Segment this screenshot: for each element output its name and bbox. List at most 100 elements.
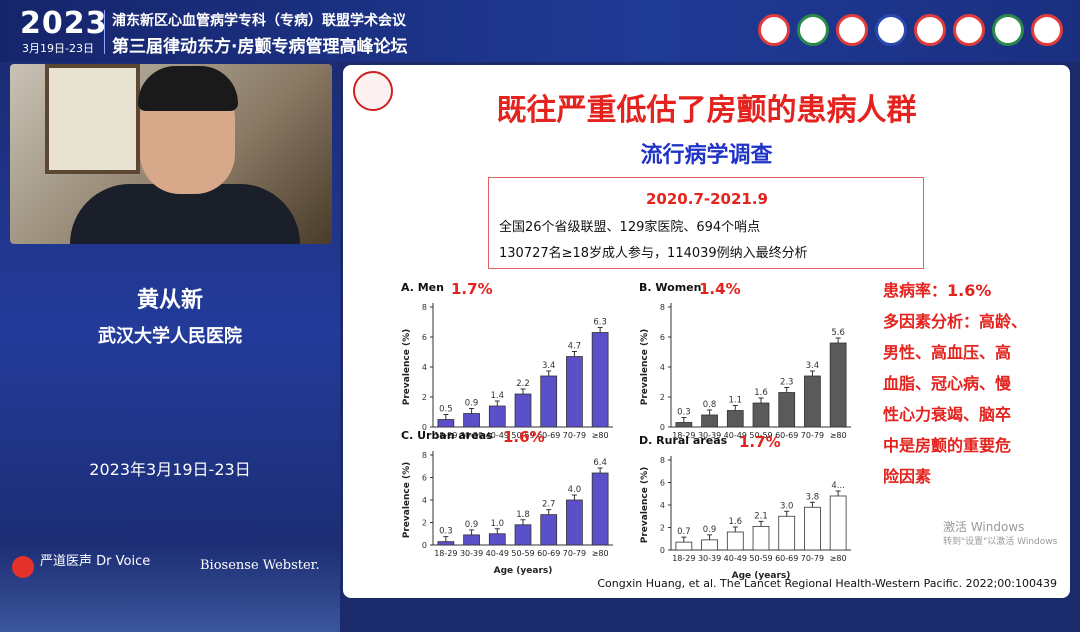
bar: [726, 531, 744, 551]
bar-value-label: 2.2: [516, 379, 530, 389]
y-tick-label: 0: [422, 541, 427, 550]
y-tick-label: 6: [422, 333, 427, 342]
slide-subtitle: 流行病学调查: [640, 143, 773, 168]
y-tick-label: 2: [422, 519, 427, 528]
x-tick-label: 18-29: [434, 549, 457, 558]
event-date: 2023年3月19日-23日: [89, 460, 251, 479]
conference-year: 2023: [20, 6, 108, 41]
bar-value-label: 0.3: [439, 527, 453, 537]
x-tick-label: 70-79: [563, 431, 586, 440]
y-tick-label: 6: [660, 333, 665, 342]
bar-value-label: 2.3: [780, 378, 794, 388]
sponsor-logo-icon: [797, 14, 829, 46]
sponsor-logo-icon: [1031, 14, 1063, 46]
windows-activation-watermark: 激活 Windows 转到"设置"以激活 Windows: [943, 520, 1057, 550]
x-tick-label: 70-79: [801, 431, 824, 440]
y-tick-label: 2: [660, 393, 665, 402]
x-tick-label: 30-39: [698, 431, 721, 440]
chart-men: A. Men 1.7% 0 2 4 6 8 Prevalence (%) 0.5 18-29 0.9…: [401, 280, 613, 440]
y-tick-label: 2: [422, 393, 427, 402]
citation: Congxin Huang, et al. The Lancet Regiona…: [597, 577, 1057, 590]
bar: [752, 402, 770, 428]
x-tick-label: 40-49: [486, 431, 509, 440]
risk-note-line: 中是房颤的重要危: [883, 436, 1012, 455]
conference-title-line1: 浦东新区心血管病学专科（专病）联盟学术会议: [112, 13, 406, 29]
chart-headline-prevalence: 1.7%: [451, 280, 493, 298]
y-tick-label: 0: [422, 423, 427, 432]
afcuc-logo-icon: [353, 71, 393, 111]
conference-date-range: 3月19日-23日: [22, 42, 94, 55]
sponsor-logo-icon: [758, 14, 790, 46]
sponsor-logos: [758, 14, 1063, 46]
bar: [778, 515, 796, 551]
x-tick-label: 50-59: [749, 554, 772, 563]
bar: [540, 514, 558, 546]
x-tick-label: 60-69: [775, 554, 798, 563]
bar-value-label: 2.1: [754, 511, 768, 521]
x-tick-label: ≥80: [592, 549, 609, 558]
bar: [488, 533, 506, 546]
x-tick-label: ≥80: [830, 431, 847, 440]
bar-value-label: 1.4: [491, 391, 505, 401]
x-tick-label: 60-69: [775, 431, 798, 440]
drvoice-brand: 严道医声 Dr Voice: [40, 554, 151, 569]
risk-note-line: 性心力衰竭、脑卒: [883, 405, 1012, 424]
x-tick-label: 30-39: [460, 431, 483, 440]
x-axis-label: Age (years): [732, 571, 791, 580]
bar: [463, 534, 480, 546]
x-tick-label: ≥80: [592, 431, 609, 440]
bar-value-label: 0.9: [703, 525, 717, 535]
bar: [566, 356, 583, 428]
risk-note-line: 男性、高血压、高: [883, 343, 1012, 362]
bar: [701, 539, 718, 551]
x-tick-label: 70-79: [801, 554, 824, 563]
bar: [804, 375, 821, 428]
bar: [488, 405, 506, 428]
x-tick-label: 70-79: [563, 549, 586, 558]
bar-value-label: 3.8: [806, 492, 820, 502]
y-axis-label: Prevalence (%): [640, 329, 650, 406]
y-tick-label: 8: [422, 303, 427, 312]
bar: [566, 499, 583, 546]
chart-headline-prevalence: 1.7%: [739, 433, 781, 451]
y-tick-label: 4: [660, 363, 665, 372]
study-period: 2020.7-2021.9: [646, 190, 768, 208]
speaker-video: [10, 64, 332, 244]
conference-header: 2023 3月19日-23日 浦东新区心血管病学专科（专病）联盟学术会议 第三届…: [0, 0, 1080, 62]
conference-title-line2: 第三届律动东方·房颤专病管理高峰论坛: [112, 37, 408, 57]
y-tick-label: 4: [422, 496, 427, 505]
chart-headline-prevalence: 1.4%: [699, 280, 741, 298]
bar-value-label: 6.4: [593, 458, 607, 468]
speaker-body-icon: [70, 184, 300, 244]
chart-title: C. Urban areas: [401, 429, 493, 442]
study-sites: 全国26个省级联盟、129家医院、694个哨点: [499, 220, 761, 235]
y-tick-label: 4: [660, 501, 665, 510]
y-tick-label: 4: [422, 363, 427, 372]
bar-value-label: 1.0: [491, 519, 505, 529]
biosense-webster-brand: Biosense Webster.: [200, 558, 320, 573]
bar-value-label: 4.0: [568, 485, 582, 495]
y-tick-label: 6: [660, 479, 665, 488]
bar-value-label: 0.8: [703, 400, 717, 410]
sponsor-logo-icon: [914, 14, 946, 46]
sponsor-logo-icon: [992, 14, 1024, 46]
chart-rural: D. Rural areas 1.7% 0 2 4 6 8 Prevalence (%) 0.7…: [639, 433, 851, 580]
x-tick-label: 50-59: [511, 431, 534, 440]
x-tick-label: 18-29: [672, 554, 695, 563]
bar: [591, 332, 609, 428]
y-tick-label: 0: [660, 423, 665, 432]
y-tick-label: 0: [660, 546, 665, 555]
watermark-line1: 激活 Windows: [943, 520, 1025, 534]
bar: [701, 414, 718, 428]
bar-value-label: 1.1: [729, 396, 743, 406]
slide-title: 既往严重低估了房颤的患病人群: [496, 93, 917, 128]
speaker-name: 黄从新: [136, 288, 203, 313]
bar-value-label: 0.9: [465, 520, 479, 530]
bar-value-label: 4...: [831, 481, 845, 491]
sponsor-logo-icon: [953, 14, 985, 46]
bar: [752, 525, 770, 551]
y-tick-label: 6: [422, 474, 427, 483]
bar: [675, 422, 693, 428]
bar-value-label: 3.4: [542, 361, 556, 371]
study-info-box: 2020.7-2021.9 全国26个省级联盟、129家医院、694个哨点 13…: [488, 177, 924, 269]
